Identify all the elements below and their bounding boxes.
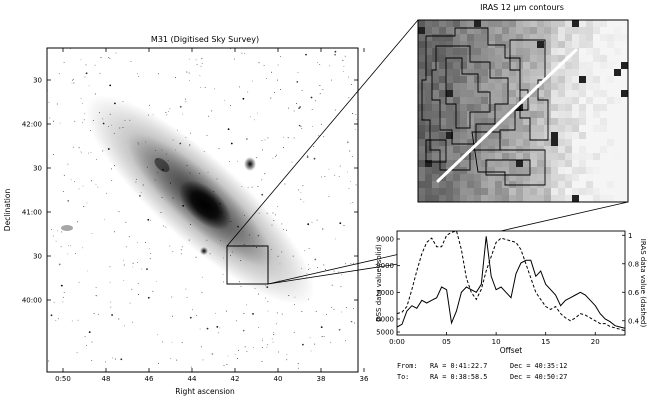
plot-y-label: DSS data value (solid) — [375, 244, 383, 322]
main-x-tick-label: 40 — [274, 375, 283, 383]
main-y-label: Declination — [3, 189, 12, 232]
to-dec: Dec = 40:50:27 — [510, 373, 567, 381]
main-x-tick-label: 44 — [188, 375, 197, 383]
inset-pixels — [418, 20, 629, 203]
galaxy-image — [47, 48, 358, 369]
plot-y2-tick-label: 0.6 — [628, 289, 640, 297]
main-x-tick-label: 42 — [231, 375, 240, 383]
slice-plot[interactable]: 0:00 05 10 15 20 5000 6000 7000 8000 9000 0.4 0.6… — [376, 230, 640, 346]
plot-y-tick-label: 9000 — [376, 236, 394, 244]
to-label: To: — [397, 373, 409, 381]
plot-y-tick-label: 7000 — [376, 289, 394, 297]
plot-x-tick-label: 0:00 — [389, 338, 405, 346]
slice-line[interactable] — [436, 48, 578, 183]
plot-y-tick-label: 6000 — [376, 316, 394, 324]
from-ra: RA = 0:41:22.7 — [430, 362, 487, 370]
to-ra: RA = 0:38:58.5 — [430, 373, 487, 381]
plot-y2-tick-label: 0.4 — [628, 317, 640, 325]
m32-satellite — [244, 157, 256, 171]
plot-x-axis: 0:00 05 10 15 20 — [389, 332, 600, 346]
plot-x-tick-label: 05 — [442, 338, 451, 346]
plot-x-tick-label: 15 — [541, 338, 550, 346]
main-y-axis: 30 42:00 30 41:00 30 40:00 — [22, 77, 358, 305]
plot-y-tick-label: 8000 — [376, 262, 394, 270]
main-x-tick-label: 0:50 — [55, 375, 71, 383]
main-x-tick-label: 48 — [102, 375, 111, 383]
main-y-tick-label: 40:00 — [22, 297, 42, 305]
inset-title: IRAS 12 μm contours — [480, 3, 564, 12]
main-y-tick-label: 42:00 — [22, 121, 42, 129]
main-y-tick-label: 30 — [33, 165, 42, 173]
main-x-label: Right ascension — [175, 387, 235, 396]
main-x-axis: 0:50 48 46 44 42 40 38 36 — [55, 48, 369, 383]
plot-y2-axis: 0.4 0.6 0.8 1 — [622, 232, 640, 325]
iras-contours — [421, 27, 549, 186]
iras-inset[interactable] — [417, 19, 629, 203]
from-dec: Dec = 40:35:12 — [510, 362, 567, 370]
main-y-tick-label: 41:00 — [22, 209, 42, 217]
plot-y2-label: IRAS data value (dashed) — [639, 239, 647, 328]
main-x-tick-label: 36 — [360, 375, 369, 383]
main-image[interactable] — [46, 47, 359, 373]
plot-x-tick-label: 10 — [492, 338, 501, 346]
series-iras-dashed — [397, 231, 625, 332]
coords-readout: From: RA = 0:41:22.7 Dec = 40:35:12 To: … — [397, 362, 567, 381]
main-x-tick-label: 38 — [317, 375, 326, 383]
series-dss-solid — [397, 236, 625, 329]
main-image-title: M31 (Digitised Sky Survey) — [151, 35, 259, 44]
from-label: From: — [397, 362, 417, 370]
plot-y-axis: 5000 6000 7000 8000 9000 — [376, 236, 400, 337]
plot-x-label: Offset — [500, 346, 523, 355]
plot-y-tick-label: 5000 — [376, 329, 394, 337]
plot-y2-tick-label: 0.8 — [628, 260, 639, 268]
main-y-tick-label: 30 — [33, 253, 42, 261]
selection-box[interactable] — [226, 245, 269, 285]
plot-y2-tick-label: 1 — [628, 232, 632, 240]
main-x-tick-label: 46 — [145, 375, 154, 383]
plot-x-tick-label: 20 — [591, 338, 600, 346]
main-y-tick-label: 30 — [33, 77, 42, 85]
